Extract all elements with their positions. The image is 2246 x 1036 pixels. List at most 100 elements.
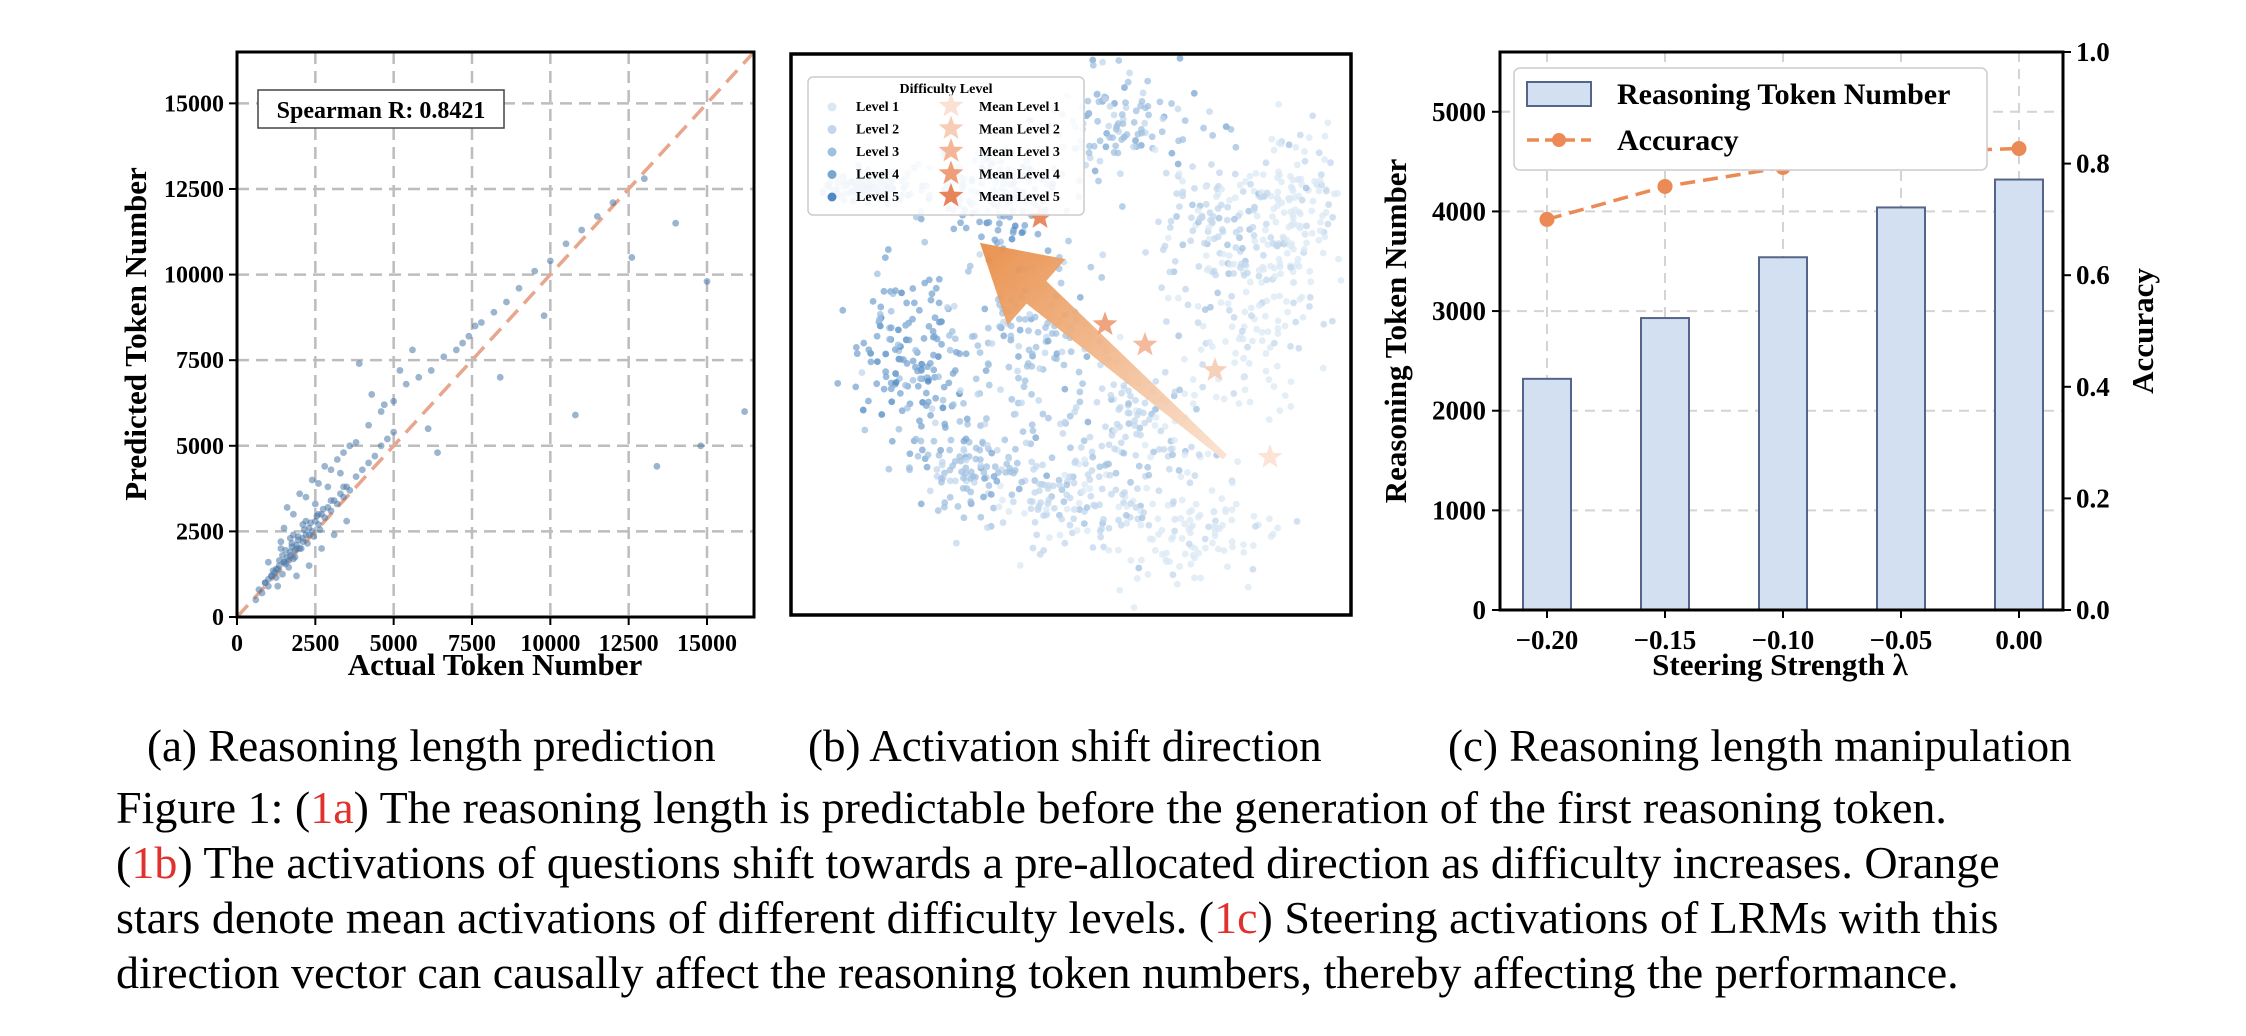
panel-b-activation-point bbox=[896, 389, 904, 397]
panel-b-activation-point bbox=[882, 350, 890, 358]
panel-b-activation-point bbox=[1171, 527, 1179, 535]
panel-b-activation-point bbox=[1137, 431, 1144, 439]
panel-a-point bbox=[490, 308, 498, 316]
panel-b-activation-point bbox=[1122, 433, 1129, 441]
panel-b-activation-point bbox=[1163, 558, 1171, 565]
panel-b-activation-point bbox=[924, 377, 932, 385]
panel-b-activation-point bbox=[1143, 484, 1151, 492]
panel-b-activation-point bbox=[999, 519, 1007, 526]
panel-b-activation-point bbox=[1249, 223, 1257, 231]
panel-b-activation-point bbox=[1094, 117, 1102, 125]
panel-a-point bbox=[653, 462, 661, 470]
panel-a-y-tick-label: 0 bbox=[212, 605, 224, 631]
panel-b-activation-point bbox=[882, 373, 890, 381]
panel-b-activation-point bbox=[1258, 337, 1266, 345]
panel-b-activation-point bbox=[873, 380, 881, 388]
panel-b-activation-point bbox=[1295, 344, 1303, 352]
panel-b-activation-point bbox=[1115, 57, 1123, 64]
panel-b-activation-point bbox=[1176, 203, 1183, 211]
panel-b-activation-point bbox=[1307, 278, 1315, 286]
panel-b-activation-point bbox=[928, 405, 936, 413]
panel-b-activation-point bbox=[1245, 359, 1253, 367]
panel-b-activation-point bbox=[1127, 557, 1135, 564]
panel-b-activation-point bbox=[887, 385, 895, 393]
panel-b-activation-point bbox=[1111, 445, 1119, 453]
panel-b-activation-point bbox=[1258, 328, 1266, 336]
panel-c-x-tick-label: −0.20 bbox=[1516, 625, 1579, 655]
ref-link-1c[interactable]: 1c bbox=[1214, 892, 1258, 943]
panel-b-activation-point bbox=[929, 327, 937, 335]
panel-b-activation-point bbox=[1263, 297, 1271, 305]
panel-b-activation-point bbox=[1075, 499, 1083, 507]
panel-b-activation-point bbox=[956, 418, 964, 425]
panel-b-activation-point bbox=[1225, 252, 1233, 260]
spearman-annotation: Spearman R: 0.8421 bbox=[277, 98, 486, 124]
panel-b-activation-point bbox=[1151, 146, 1159, 154]
panel-b-activation-point bbox=[1235, 335, 1243, 343]
panel-b-activation-point bbox=[1086, 433, 1094, 441]
panel-b-activation-point bbox=[946, 493, 954, 501]
panel-b-activation-point bbox=[1151, 547, 1159, 554]
panel-a-point bbox=[286, 551, 294, 559]
ref-link-1a[interactable]: 1a bbox=[310, 782, 354, 833]
panel-c-y2-tick-label: 1.0 bbox=[2076, 37, 2110, 67]
panel-b-activation-point bbox=[1182, 285, 1189, 293]
panel-b-activation-point bbox=[906, 466, 913, 474]
panel-b-activation-point bbox=[1322, 209, 1330, 216]
panel-b-activation-point bbox=[938, 340, 945, 348]
panel-b-activation-point bbox=[1133, 575, 1141, 582]
panel-b-activation-point bbox=[1208, 487, 1216, 494]
panel-b-activation-point bbox=[1249, 542, 1257, 549]
legend-level-label: Level 4 bbox=[856, 168, 899, 183]
panel-a-y-tick-label: 7500 bbox=[176, 348, 224, 374]
panel-b-activation-point bbox=[930, 366, 938, 374]
panel-b-activation-point bbox=[1016, 326, 1024, 334]
panel-b-activation-point bbox=[1093, 90, 1101, 98]
panel-b-activation-point bbox=[887, 324, 895, 332]
panel-a-point bbox=[415, 373, 423, 381]
panel-b-activation-point bbox=[1217, 201, 1225, 209]
panel-b-activation-point bbox=[903, 299, 911, 307]
panel-b-activation-point bbox=[1184, 469, 1191, 476]
panel-b-activation-point bbox=[1113, 420, 1121, 428]
panel-b-activation-point bbox=[1228, 323, 1236, 331]
panel-b-activation-point bbox=[957, 457, 965, 465]
panel-b-activation-point bbox=[917, 500, 925, 508]
panel-a-point bbox=[279, 551, 286, 559]
panel-b-activation-point bbox=[1301, 157, 1309, 165]
panel-b-activation-point bbox=[949, 370, 957, 377]
panel-b-activation-point bbox=[967, 488, 975, 496]
panel-b-activation-point bbox=[1109, 134, 1117, 142]
panel-b-activation-point bbox=[1267, 234, 1275, 241]
panel-b-activation-point bbox=[1315, 187, 1323, 195]
panel-b-activation-point bbox=[1320, 320, 1328, 328]
panel-b-activation-point bbox=[1095, 177, 1102, 185]
ref-link-1b[interactable]: 1b bbox=[131, 837, 178, 888]
panel-a-point bbox=[316, 526, 324, 534]
panel-b-activation-point bbox=[1045, 496, 1053, 504]
panel-b-activation-point bbox=[1248, 312, 1255, 320]
panel-b-activation-point bbox=[1181, 550, 1189, 558]
panel-b-activation-point bbox=[865, 346, 873, 354]
panel-b-activation-point bbox=[977, 513, 985, 521]
panel-b-activation-point bbox=[1306, 293, 1314, 301]
panel-b-activation-point bbox=[1041, 349, 1049, 357]
panel-b-activation-point bbox=[1161, 423, 1169, 430]
panel-b-activation-point bbox=[1169, 451, 1176, 459]
accuracy-point bbox=[2011, 141, 2027, 157]
panel-b-activation-point bbox=[935, 275, 943, 283]
panel-a-point bbox=[628, 254, 636, 261]
panel-a-point bbox=[503, 298, 510, 306]
panel-b-activation-point bbox=[1281, 392, 1289, 400]
panel-b-activation-point bbox=[1029, 427, 1037, 435]
panel-b-activation-point bbox=[1007, 336, 1015, 344]
panel-b-activation-point bbox=[1088, 448, 1096, 456]
panel-b-activation-point bbox=[1099, 251, 1107, 259]
panel-b-activation-point bbox=[976, 446, 984, 454]
panel-b-activation-point bbox=[918, 360, 926, 368]
panel-b-activation-point bbox=[1115, 406, 1123, 413]
panel-b-activation-point bbox=[1261, 226, 1269, 234]
panel-b-activation-point bbox=[1219, 521, 1226, 529]
panel-b-activation-point bbox=[1266, 344, 1274, 351]
panel-a-point bbox=[427, 367, 435, 374]
